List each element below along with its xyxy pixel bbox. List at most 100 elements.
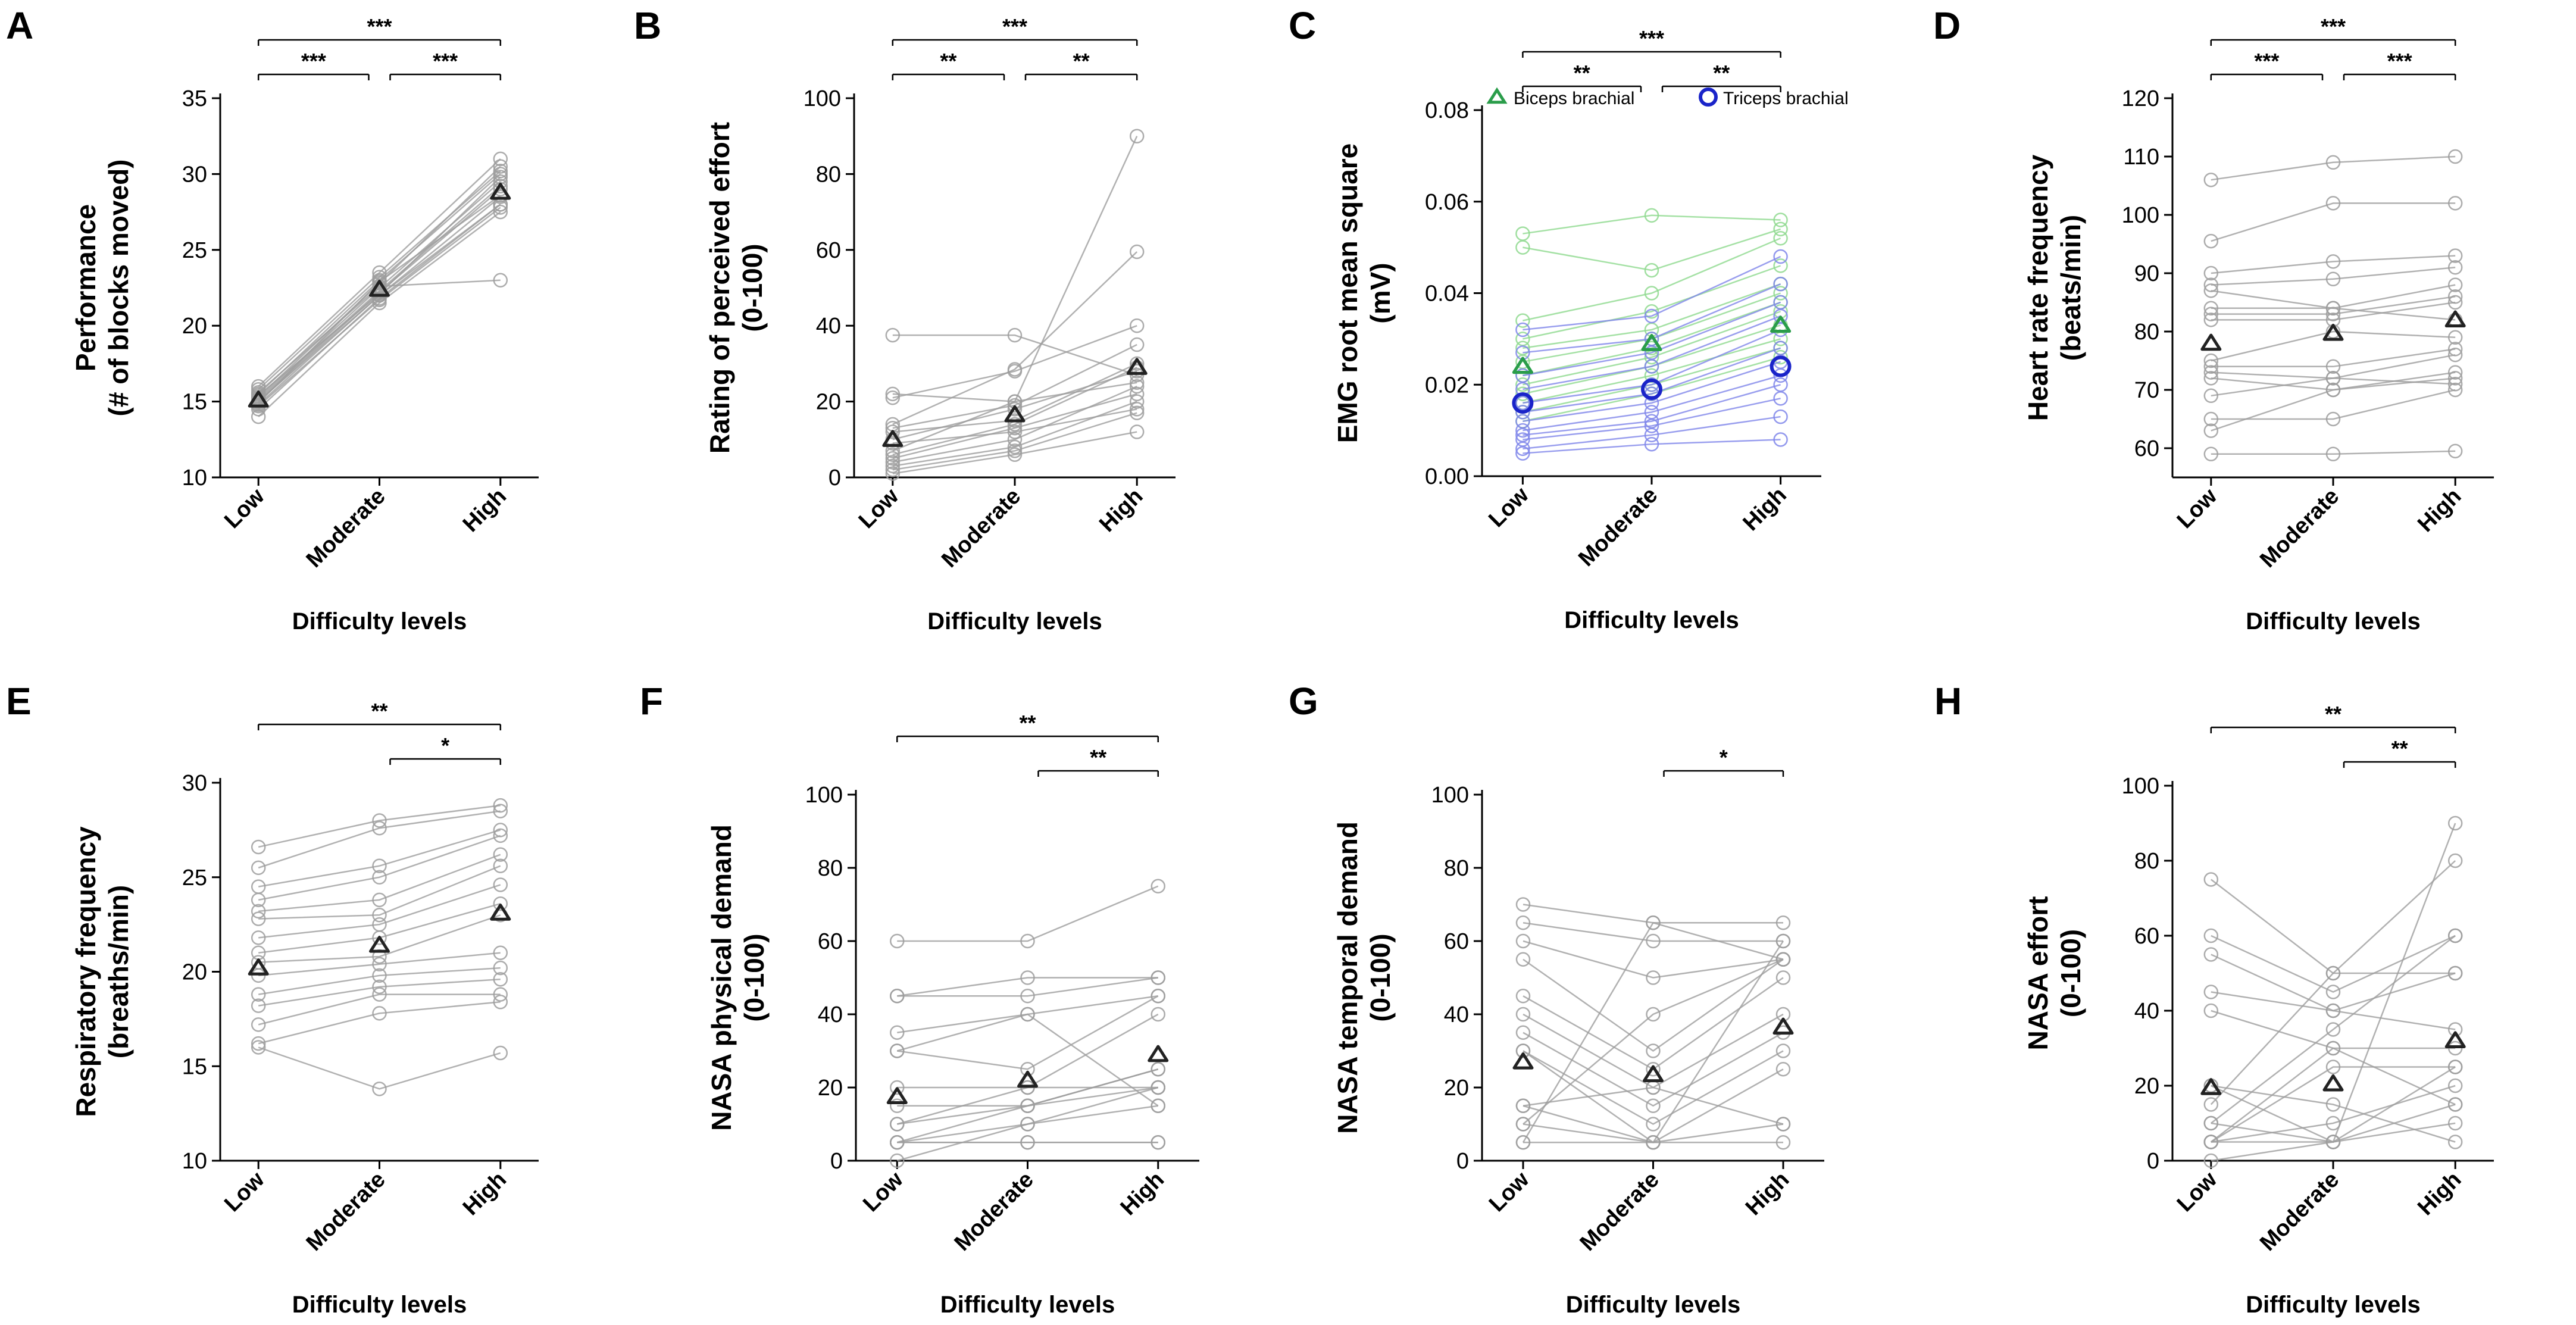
y-tick-label: 100 [805, 783, 843, 808]
subject-subject-point [2447, 1022, 2463, 1037]
triceps-subject-point [1773, 276, 1788, 292]
subject-subject-point [493, 159, 508, 174]
subject-subject-point [2325, 359, 2341, 374]
subject-subject-point [1151, 1080, 1166, 1095]
y-tick-label: 70 [2134, 378, 2159, 403]
y-tick-label: 40 [816, 314, 841, 339]
subject-subject-point [1129, 386, 1145, 402]
y-tick-label: 0 [2147, 1149, 2159, 1174]
subject-subject-point [1515, 915, 1531, 930]
subject-subject-point [2203, 446, 2219, 462]
panel-h: H 0 20 40 60 80 100 Low Moderate High Difficulty l… [1934, 680, 2494, 1318]
subject-subject-point [251, 968, 266, 983]
subject-subject-point [2447, 1097, 2463, 1112]
y-tick-label: 60 [2134, 436, 2159, 461]
subject-subject-point [889, 1043, 905, 1058]
triceps-subject-point [1773, 368, 1788, 383]
subject-subject-point [1129, 356, 1145, 371]
biceps-subject-point [1773, 212, 1788, 227]
biceps-subject-line [1523, 292, 1781, 363]
significance-stars: ** [2391, 736, 2408, 761]
triceps-mean-marker [1512, 392, 1534, 414]
subject-subject-point [1775, 1135, 1791, 1150]
biceps-subject-point [1773, 221, 1788, 237]
subject-subject-point [889, 1025, 905, 1040]
significance-stars: *** [2254, 49, 2279, 73]
biceps-subject-point [1644, 208, 1659, 223]
subject-subject-line [1523, 958, 1784, 1125]
subject-subject-point [1007, 327, 1023, 343]
subject-subject-point [251, 860, 266, 876]
biceps-subject-point [1773, 349, 1788, 365]
subject-subject-line [258, 967, 501, 995]
biceps-subject-line [1523, 228, 1781, 271]
significance-stars: *** [301, 49, 326, 73]
subject-subject-point [2447, 1060, 2463, 1074]
biceps-subject-line [1523, 265, 1781, 340]
subject-subject-point [1020, 1117, 1035, 1132]
y-tick-label: 80 [818, 856, 843, 881]
subject-subject-line [892, 382, 1137, 452]
subject-subject-line [892, 431, 1137, 474]
legend-biceps-label: Biceps brachial [1514, 89, 1634, 108]
subject-subject-point [1129, 375, 1145, 390]
subject-mean-marker [1017, 1070, 1038, 1088]
y-tick-label: 10 [182, 1149, 207, 1174]
x-tick-label: Moderate [1575, 1167, 1664, 1256]
x-tick-label: Low [2172, 483, 2222, 533]
triceps-subject-line [1523, 329, 1781, 404]
subject-subject-line [892, 408, 1137, 444]
subject-subject-point [1020, 989, 1035, 1004]
y-tick-label: 100 [1431, 783, 1469, 808]
y-axis-subtitle: (0-100) [1365, 933, 1396, 1021]
subject-subject-line [2211, 377, 2456, 432]
biceps-subject-point [1773, 286, 1788, 301]
subject-subject-line [2211, 295, 2456, 315]
triceps-subject-line [1523, 255, 1781, 331]
subject-subject-line [1523, 940, 1784, 1144]
y-tick-label: 0 [829, 465, 841, 490]
biceps-mean-marker [1512, 357, 1533, 374]
y-axis-subtitle: (0-100) [737, 243, 768, 332]
subject-subject-point [885, 451, 901, 466]
significance-stars: *** [1002, 14, 1027, 39]
subject-subject-point [2325, 1115, 2341, 1131]
subject-subject-point [372, 813, 387, 828]
panel-letter: F [640, 680, 663, 723]
subject-subject-point [1515, 1135, 1531, 1150]
subject-subject-line [258, 854, 501, 912]
subject-subject-line [2211, 202, 2456, 242]
subject-subject-line [1523, 1050, 1784, 1125]
subject-subject-point [1129, 402, 1145, 417]
subject-subject-point [2447, 149, 2463, 164]
subject-subject-point [251, 904, 266, 919]
subject-subject-line [1523, 958, 1784, 1052]
significance-stars: *** [433, 49, 458, 73]
subject-subject-line [2211, 935, 2456, 993]
subject-subject-line [892, 136, 1138, 402]
y-tick-label: 40 [818, 1002, 843, 1027]
y-tick-label: 35 [182, 86, 207, 111]
subject-subject-point [493, 847, 508, 862]
subject-subject-point [1007, 398, 1023, 413]
y-tick-label: 60 [2134, 924, 2159, 949]
subject-subject-point [2203, 928, 2219, 943]
y-tick-label: 60 [816, 238, 841, 263]
x-tick-label: High [458, 484, 511, 537]
subject-subject-point [1515, 1098, 1531, 1113]
subject-subject-point [2203, 312, 2219, 327]
biceps-mean-marker [1770, 315, 1792, 333]
y-tick-label: 20 [2134, 1074, 2159, 1099]
triceps-subject-point [1515, 322, 1530, 338]
subject-subject-point [1646, 1043, 1661, 1058]
biceps-subject-line [1523, 338, 1781, 404]
subject-subject-line [258, 804, 501, 848]
subject-mean-marker [2200, 1078, 2222, 1095]
subject-subject-line [258, 865, 501, 920]
triceps-subject-point [1644, 436, 1659, 452]
subject-subject-point [2325, 382, 2341, 398]
subject-subject-line [2211, 1085, 2456, 1143]
subject-subject-point [2203, 872, 2219, 887]
subject-subject-point [1007, 443, 1023, 458]
subject-subject-point [2447, 1115, 2463, 1131]
